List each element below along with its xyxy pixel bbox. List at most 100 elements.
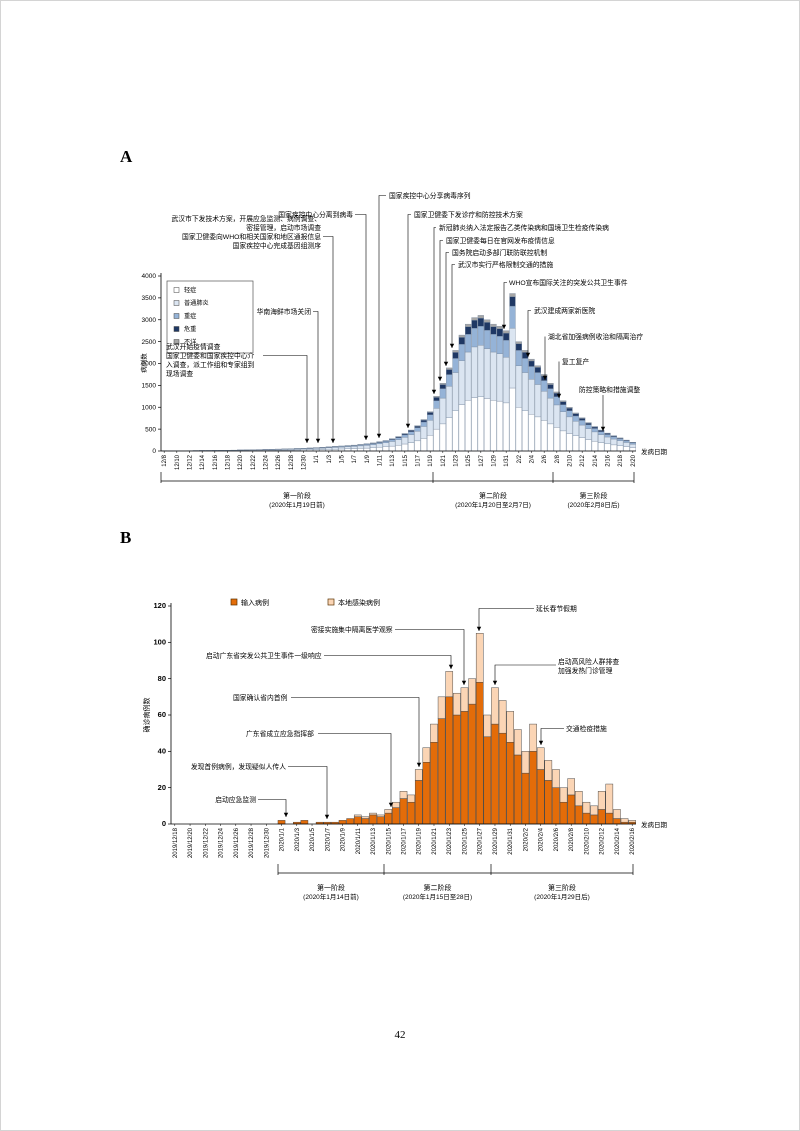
bar-segment	[414, 431, 421, 442]
bar-segment	[610, 436, 617, 440]
bar-segment	[629, 447, 636, 452]
svg-text:2019/12/26: 2019/12/26	[234, 827, 240, 858]
bar-segment	[357, 445, 364, 449]
bar-segment	[484, 398, 491, 452]
bar-segment	[503, 402, 510, 452]
bar-segment	[529, 751, 537, 825]
bar-segment	[420, 419, 427, 421]
svg-text:3500: 3500	[142, 295, 157, 302]
bar-segment	[452, 358, 459, 373]
svg-text:交通检疫措施: 交通检疫措施	[566, 724, 607, 733]
svg-text:2019/12/24: 2019/12/24	[219, 827, 225, 858]
svg-text:0: 0	[162, 819, 166, 828]
bar-segment	[346, 818, 354, 825]
bar-segment	[395, 437, 402, 440]
svg-text:(2020年1月20日至2月7日): (2020年1月20日至2月7日)	[455, 500, 531, 509]
bar-segment	[503, 356, 510, 404]
bar-segment	[319, 447, 326, 450]
bar-segment	[338, 820, 347, 825]
bar-segment	[446, 417, 453, 452]
svg-text:国家确认省内首例: 国家确认省内首例	[233, 693, 288, 702]
bar-segment	[591, 426, 598, 429]
svg-text:2/2: 2/2	[517, 454, 523, 463]
svg-text:60: 60	[158, 710, 166, 719]
panel-label-b: B	[120, 528, 132, 547]
svg-text:2/8: 2/8	[555, 454, 561, 463]
svg-text:2019/12/28: 2019/12/28	[249, 827, 255, 858]
bar-segment	[503, 340, 510, 358]
bar-segment	[408, 434, 415, 443]
bar-segment	[560, 400, 567, 402]
svg-text:2019/12/30: 2019/12/30	[264, 827, 270, 858]
bar-segment	[509, 305, 516, 329]
bar-segment	[585, 439, 592, 452]
bar-segment	[528, 360, 535, 367]
svg-text:启动高风险人群排查: 启动高风险人群排查	[558, 657, 619, 666]
bar-segment	[506, 711, 515, 743]
svg-text:启动应急监测: 启动应急监测	[215, 795, 256, 804]
bar-segment	[547, 423, 554, 452]
svg-text:2020/1/3: 2020/1/3	[295, 827, 301, 851]
svg-text:本地感染病例: 本地感染病例	[338, 598, 380, 607]
svg-text:湖北省加强病例收治和隔离治疗: 湖北省加强病例收治和隔离治疗	[548, 332, 643, 341]
svg-text:2020/2/8: 2020/2/8	[569, 827, 575, 851]
svg-text:2019/12/18: 2019/12/18	[173, 827, 179, 858]
bar-segment	[529, 723, 537, 752]
bar-segment	[534, 384, 541, 418]
svg-text:密接实施集中隔离医学观察: 密接实施集中隔离医学观察	[311, 625, 393, 634]
bar-segment	[536, 747, 545, 770]
bar-segment	[547, 388, 554, 399]
bar-segment	[399, 791, 408, 799]
svg-text:延长春节假期: 延长春节假期	[536, 604, 577, 613]
bar-segment	[407, 801, 415, 825]
svg-text:发病日期: 发病日期	[641, 820, 668, 829]
svg-text:国家卫健委向WHO和相关国家和地区通报信息: 国家卫健委向WHO和相关国家和地区通报信息	[182, 232, 321, 241]
bar-segment	[433, 400, 440, 409]
bar-segment	[445, 671, 454, 698]
bar-segment	[490, 323, 497, 327]
bar-segment	[515, 341, 522, 344]
bar-segment	[503, 330, 510, 334]
bar-segment	[575, 791, 583, 807]
bar-segment	[628, 820, 636, 823]
bar-segment	[604, 443, 611, 452]
svg-text:2020/1/11: 2020/1/11	[356, 827, 362, 854]
bar-segment	[559, 801, 568, 825]
bar-segment	[313, 448, 320, 450]
bar-segment	[514, 754, 522, 825]
bar-segment	[553, 391, 560, 394]
svg-text:2020/1/27: 2020/1/27	[478, 827, 484, 854]
bar-segment	[552, 787, 560, 825]
bar-segment	[559, 787, 568, 803]
bar-segment	[427, 411, 434, 413]
bar-segment	[515, 365, 522, 408]
bar-segment	[452, 350, 459, 353]
svg-text:2500: 2500	[142, 339, 157, 346]
bar-segment	[547, 397, 554, 425]
bar-segment	[338, 446, 345, 450]
svg-text:2020/2/16: 2020/2/16	[630, 827, 636, 854]
bar-segment	[484, 330, 491, 349]
bar-segment	[363, 447, 370, 452]
bar-segment	[521, 772, 530, 825]
bar-segment	[433, 396, 440, 398]
bar-segment	[433, 428, 440, 452]
bar-segment	[617, 440, 624, 446]
bars	[277, 633, 636, 825]
bar-segment	[369, 814, 377, 825]
svg-text:启动广东省突发公共卫生事件一级响应: 启动广东省突发公共卫生事件一级响应	[206, 651, 322, 660]
bar-segment	[566, 407, 573, 411]
bar-segment	[604, 434, 611, 438]
bar-segment	[408, 430, 415, 432]
svg-text:(2020年1月14日前): (2020年1月14日前)	[303, 892, 359, 901]
svg-text:12/14: 12/14	[200, 454, 206, 470]
bar-segment	[528, 366, 535, 380]
bar-segment	[522, 350, 529, 353]
bar-segment	[414, 425, 421, 428]
bar-segment	[433, 408, 440, 430]
bar-segment	[382, 442, 389, 447]
svg-text:国家卫健委下发诊疗和防控技术方案: 国家卫健委下发诊疗和防控技术方案	[414, 210, 523, 219]
svg-text:第一阶段: 第一阶段	[317, 883, 345, 892]
svg-text:2020/1/13: 2020/1/13	[371, 827, 377, 854]
